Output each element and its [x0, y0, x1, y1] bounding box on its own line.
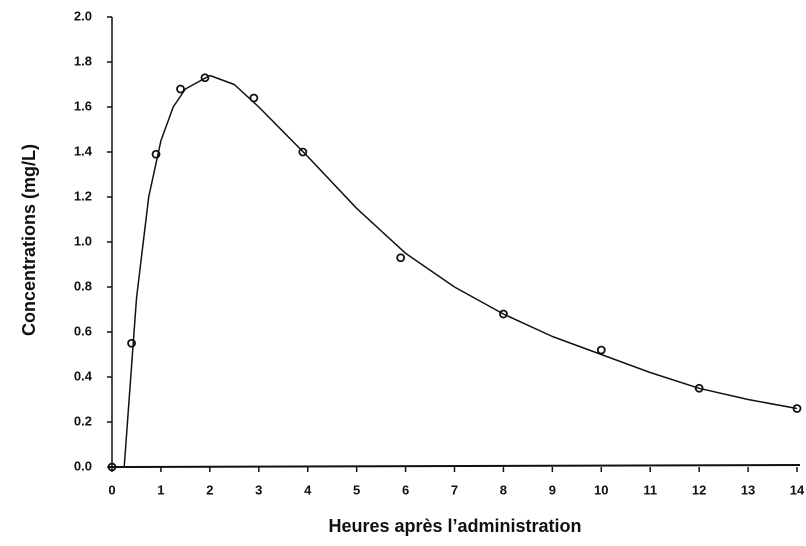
x-tick-label: 5: [353, 482, 360, 497]
x-tick-label: 14: [790, 482, 805, 497]
x-tick-label: 7: [451, 482, 458, 497]
x-tick-label: 13: [741, 482, 755, 497]
y-axis-title: Concentrations (mg/L): [19, 144, 39, 336]
x-tick-label: 0: [108, 482, 115, 497]
y-tick-label: 1.6: [74, 98, 92, 113]
x-axis-title: Heures après l’administration: [328, 516, 581, 536]
data-point: [151, 149, 161, 159]
data-point: [176, 84, 185, 94]
data-point: [107, 462, 117, 472]
x-tick-label: 9: [549, 482, 556, 497]
y-tick-label: 0.0: [74, 458, 92, 473]
x-axis: [107, 464, 801, 468]
data-point: [694, 383, 704, 393]
data-point: [127, 338, 136, 348]
x-tick-label: 2: [206, 482, 213, 497]
y-tick-label: 1.4: [74, 143, 93, 158]
y-tick-label: 1.2: [74, 188, 92, 203]
data-point: [200, 73, 210, 83]
x-tick-label: 12: [692, 482, 706, 497]
y-tick-label: 1.8: [74, 53, 92, 68]
x-tick-label: 8: [500, 482, 507, 497]
x-tick-label: 6: [402, 482, 409, 497]
data-point: [396, 253, 406, 263]
y-tick-label: 0.6: [74, 323, 92, 338]
y-tick-label: 1.0: [74, 233, 92, 248]
y-tick-label: 0.8: [74, 278, 92, 293]
y-tick-label: 0.2: [74, 413, 92, 428]
y-tick-label: 0.4: [74, 368, 93, 383]
y-tick-label: 2.0: [74, 8, 92, 23]
x-tick-label: 4: [304, 482, 312, 497]
fit-curve: [123, 74, 798, 468]
x-tick-label: 11: [643, 482, 657, 497]
x-tick-label: 1: [157, 482, 164, 497]
x-tick-label: 3: [255, 482, 262, 497]
data-point: [298, 147, 308, 157]
x-tick-label: 10: [594, 482, 608, 497]
data-point: [499, 309, 508, 319]
data-point: [596, 345, 606, 355]
